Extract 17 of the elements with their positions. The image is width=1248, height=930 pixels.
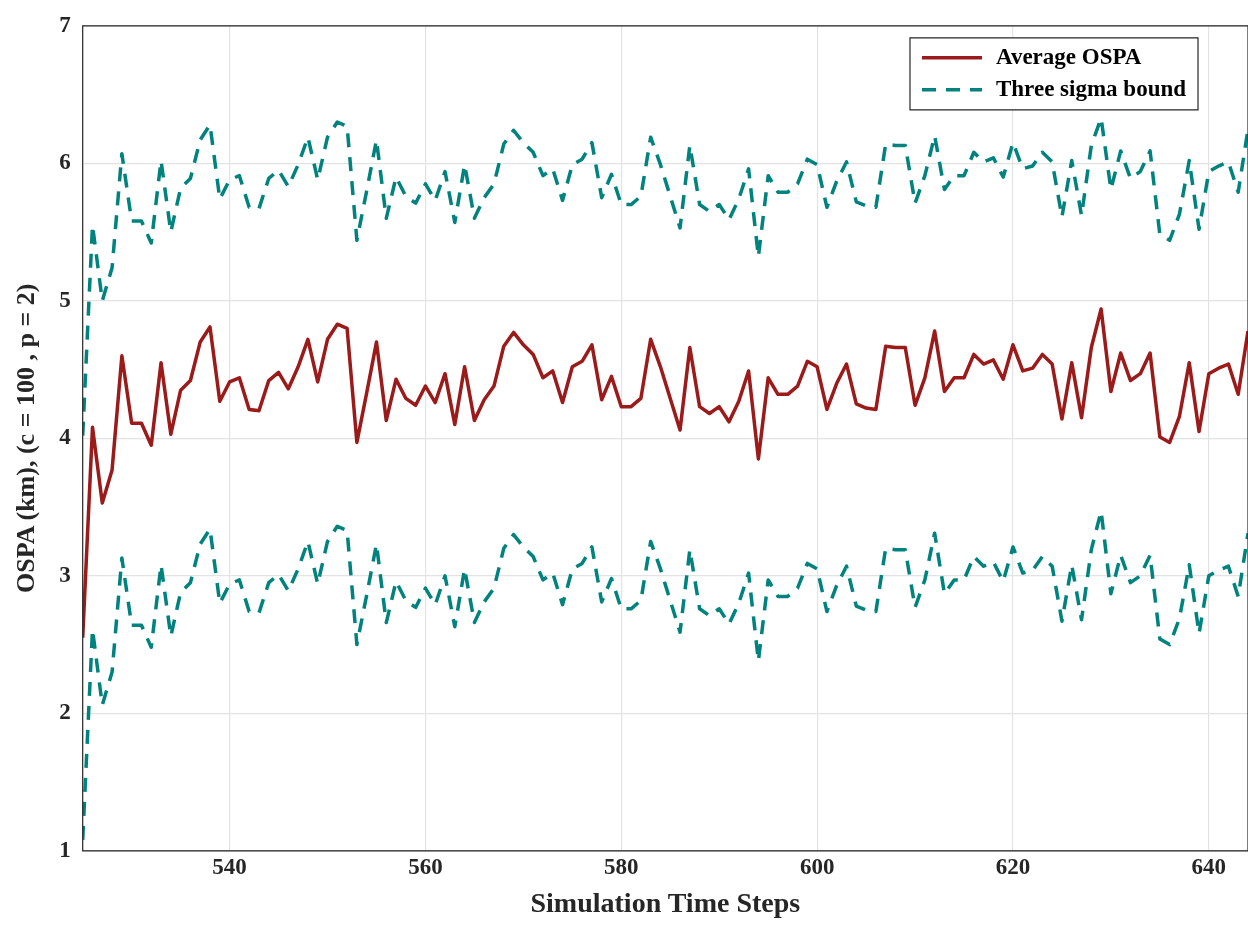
y-tick-label: 2	[59, 699, 71, 725]
x-tick-label: 560	[408, 853, 443, 879]
y-axis-title: OSPA (km), (c = 100 , p = 2)	[11, 283, 41, 593]
y-tick-label: 3	[59, 561, 71, 587]
x-tick-label: 640	[1191, 853, 1227, 879]
x-tick-label: 620	[995, 853, 1031, 879]
y-tick-label: 4	[59, 424, 72, 450]
y-tick-label: 6	[59, 149, 71, 175]
y-tick-label: 5	[59, 286, 71, 312]
x-tick-label: 600	[799, 853, 835, 879]
x-tick-label: 580	[604, 853, 639, 879]
legend-label: Three sigma bound	[995, 75, 1187, 101]
y-tick-label: 1	[59, 836, 71, 862]
x-tick-label: 540	[212, 853, 247, 879]
legend-label: Average OSPA	[995, 43, 1142, 69]
y-tick-label: 7	[59, 11, 71, 37]
x-axis-title: Simulation Time Steps	[530, 887, 801, 919]
